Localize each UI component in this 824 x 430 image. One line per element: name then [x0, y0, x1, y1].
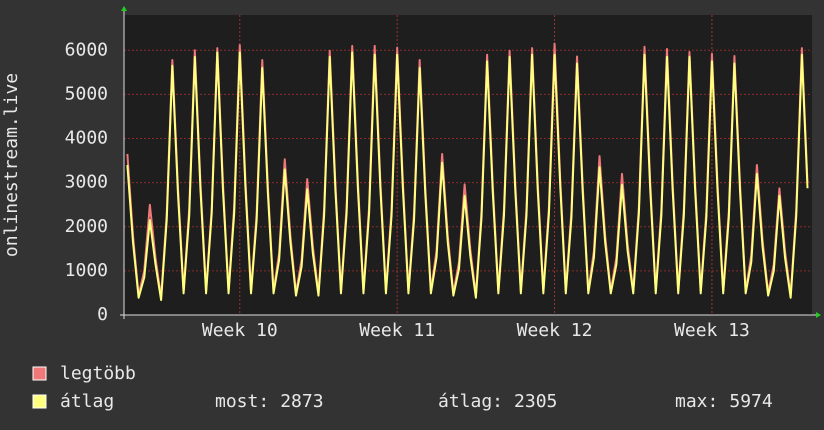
y-axis-arrow — [121, 6, 127, 11]
x-tick-label: Week 11 — [359, 320, 435, 341]
y-tick-label: 1000 — [65, 260, 108, 281]
legend-label: átlag — [60, 391, 114, 412]
series-line — [126, 51, 809, 301]
legend-swatch — [32, 366, 47, 381]
stat: átlag: 2305 — [438, 391, 557, 412]
y-tick-label: 6000 — [65, 39, 108, 60]
stat-value: 2305 — [514, 391, 557, 412]
stat-label: most: — [215, 391, 269, 412]
stat-value: 2873 — [280, 391, 323, 412]
y-tick-label: 4000 — [65, 128, 108, 149]
stat-label: átlag: — [438, 391, 503, 412]
x-tick-label: Week 10 — [202, 320, 278, 341]
stat-label: max: — [675, 391, 718, 412]
y-tick-label: 0 — [97, 304, 108, 325]
x-axis-arrow — [816, 312, 821, 318]
legend-swatch — [32, 394, 47, 409]
stat-value: 5974 — [729, 391, 772, 412]
y-axis-label: onlinestream.live — [1, 73, 22, 257]
legend-label: legtöbb — [60, 363, 136, 384]
y-tick-label: 3000 — [65, 172, 108, 193]
stat: max: 5974 — [675, 391, 773, 412]
stat: most: 2873 — [215, 391, 324, 412]
y-tick-label: 2000 — [65, 216, 108, 237]
x-tick-label: Week 13 — [674, 320, 750, 341]
x-tick-label: Week 12 — [517, 320, 593, 341]
y-tick-label: 5000 — [65, 83, 108, 104]
